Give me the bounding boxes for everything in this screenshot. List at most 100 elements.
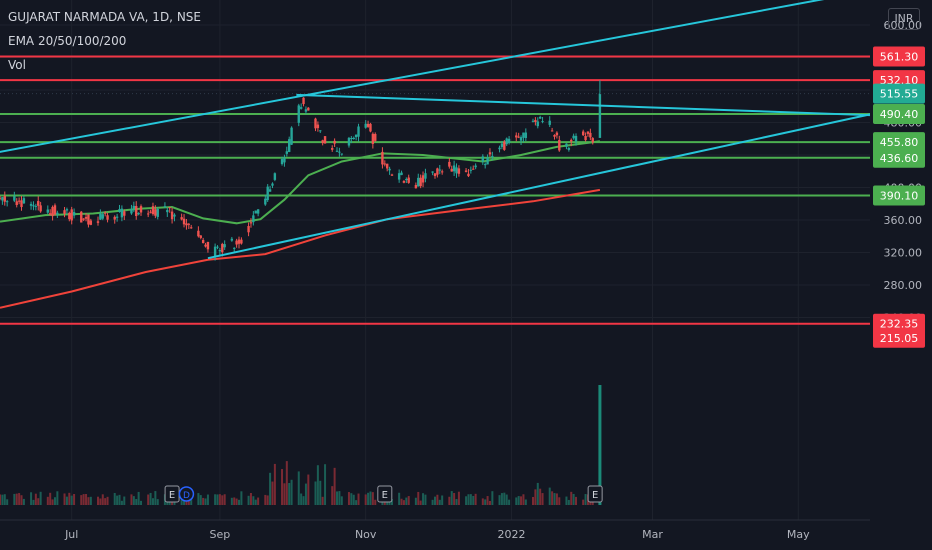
volume-bar [347,492,350,505]
channel-upper-trendline [0,0,825,153]
volume-bar [551,491,554,505]
volume-bar [156,499,159,505]
symbol-title[interactable]: GUJARAT NARMADA VA, 1D, NSE [8,10,201,24]
candle-body [252,215,255,223]
volume-bar [53,497,56,505]
candle-body [135,206,138,217]
candle-body [538,116,542,119]
volume-bar [555,493,558,505]
volume-bar [171,500,174,505]
candle-body [56,212,59,215]
volume-bar [434,496,436,505]
earnings-marker-label: E [169,490,175,501]
candle-body [366,123,370,127]
volume-bar [118,494,121,505]
volume-bar [116,495,119,505]
volume-bar [565,496,568,505]
volume-bar [300,493,303,505]
candle-body [553,134,556,137]
candle-body [218,250,222,252]
candle-body [352,137,355,140]
volume-bar [230,497,233,505]
volume-bar [273,463,276,505]
candle-body [455,167,458,174]
volume-bar [233,497,236,505]
dividend-marker-label: D [183,491,190,501]
volume-legend[interactable]: Vol [8,58,26,72]
volume-bar [80,495,83,505]
volume-bar [390,499,393,505]
candle-body [340,153,343,155]
candle-body [335,150,339,152]
candle-body [130,209,133,214]
volume-bar [271,481,274,505]
volume-bar [436,494,439,505]
earnings-marker-label: E [382,490,388,501]
volume-bar [183,498,186,505]
candle-body [570,139,573,142]
candle-body [338,151,341,153]
candle-body [132,205,136,209]
currency-selector[interactable]: INR [888,8,920,30]
volume-bar [450,491,453,505]
candle-body [414,184,418,189]
candle-body [452,165,456,172]
candle-body [572,135,575,139]
ema-legend[interactable]: EMA 20/50/100/200 [8,34,127,48]
volume-bar [99,498,102,505]
volume-bar [319,480,322,505]
volume-bar [316,465,319,505]
volume-bar [269,472,272,505]
candle-body [53,205,57,215]
volume-bar [350,493,353,505]
volume-bar [331,486,334,505]
candle-body [235,240,238,245]
candle-body [319,130,322,132]
price-label-box [873,104,925,125]
candle-body [450,168,453,172]
price-label-box [873,185,925,206]
candle-body [567,147,571,150]
volume-bar [515,497,518,505]
candle-body [180,217,183,220]
price-label: 455.80 [880,136,919,149]
candle-body [118,209,121,212]
volume-bar [422,493,425,505]
volume-bar [65,496,68,505]
volume-bar [85,494,88,505]
candle-body [247,226,250,233]
volume-bar [218,494,221,505]
candle-body [517,136,520,138]
candle-body [440,171,444,173]
candle-body [589,132,592,138]
volume-bar [266,495,269,505]
candle-body [213,246,217,257]
volume-bar [541,493,544,505]
volume-bar [531,496,534,505]
volume-bar [441,495,444,505]
candle-body [0,197,2,199]
candle-body [331,148,334,150]
volume-bar [214,494,217,505]
ema-line [0,140,601,225]
candle-body [20,200,23,208]
candle-body [154,209,157,216]
volume-bar [180,497,183,505]
volume-bar [539,488,542,505]
candle-body [120,208,124,218]
volume-bar [333,467,336,505]
volume-bar [336,491,339,505]
volume-bar [288,483,291,505]
volume-bar [572,493,575,505]
candle-body [524,132,528,139]
candle-body [65,209,69,211]
volume-bar [140,500,143,505]
price-label: 215.05 [880,332,919,345]
volume-bar [438,499,441,505]
price-label: 490.40 [880,108,919,121]
candle-body [448,161,451,167]
volume-bar [130,494,133,505]
